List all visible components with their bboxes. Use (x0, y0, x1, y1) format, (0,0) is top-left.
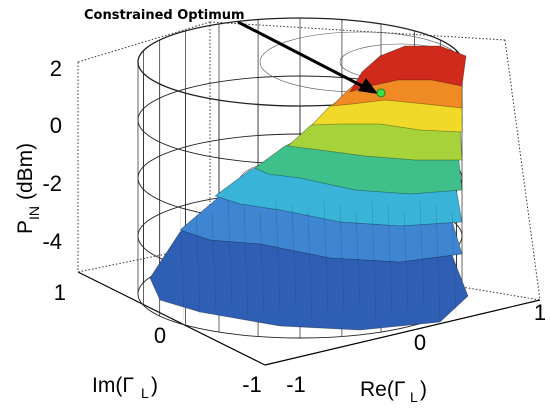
floor-edges (77, 271, 541, 366)
surface-facet-line (259, 211, 265, 316)
annotation-arrow-shaft (237, 20, 369, 91)
surface-facet-line (339, 205, 345, 311)
surface-band-pos2 (349, 45, 467, 93)
z-tick-label: 0 (50, 113, 62, 138)
constrained-optimum-label: Constrained Optimum (84, 8, 245, 23)
surface-facet-line (243, 205, 249, 321)
im-tick-label: -1 (242, 372, 262, 397)
z-tick-label: 2 (50, 56, 62, 81)
surface-facet-line (211, 211, 217, 311)
im-axis-label-main: Im(Γ (92, 374, 134, 397)
surface-facet-line (275, 199, 281, 311)
surface-facet-line (403, 211, 409, 311)
annotation-arrow-head (358, 78, 378, 94)
surface-facet-line (419, 199, 425, 306)
optimum-marker (376, 88, 386, 98)
surface-facet-line (307, 211, 313, 321)
re-tick-label: 0 (414, 330, 426, 355)
im-axis-label-sub: L (141, 385, 149, 401)
z-ticks: 2 0 -2 -4 (42, 56, 62, 254)
im-axis-label-close: ) (151, 374, 158, 397)
re-tick-label: -1 (286, 372, 306, 397)
z-tick-label: -2 (42, 171, 62, 196)
im-ticks: 1 0 -1 (54, 280, 262, 397)
im-tick-label: 1 (54, 280, 66, 305)
surface-facet-line (179, 199, 185, 321)
re-axis-label-sub: L (410, 389, 418, 405)
surface-facet-line (291, 205, 297, 306)
surface-facet-line (323, 199, 329, 316)
z-axis-label: P IN (dBm) (14, 143, 42, 234)
im-axis-label: Im(Γ L ) (92, 374, 158, 401)
surface-facet-line (227, 199, 233, 306)
z-tick-label: -4 (42, 229, 62, 254)
pin-surface (149, 45, 469, 331)
surface-facet-line (371, 199, 377, 321)
re-ticks: -1 0 1 (286, 300, 546, 397)
re-axis-label-close: ) (420, 378, 427, 401)
re-axis-label: Re(Γ L ) (360, 378, 427, 405)
surface-facet-line (387, 205, 393, 316)
re-axis-label-main: Re(Γ (360, 378, 405, 401)
constrained-optimum-annotation: Constrained Optimum (84, 8, 386, 98)
surface-facet-line (451, 211, 457, 316)
z-axis-label-main: P (14, 220, 37, 234)
z-axis-label-unit: (dBm) (14, 143, 37, 200)
surface-facet-line (195, 205, 201, 316)
surface-facet-line (355, 211, 361, 306)
surface-facet-line (435, 205, 441, 321)
re-tick-label: 1 (534, 300, 546, 325)
z-axis-label-sub: IN (26, 206, 42, 220)
im-tick-label: 0 (154, 323, 166, 348)
